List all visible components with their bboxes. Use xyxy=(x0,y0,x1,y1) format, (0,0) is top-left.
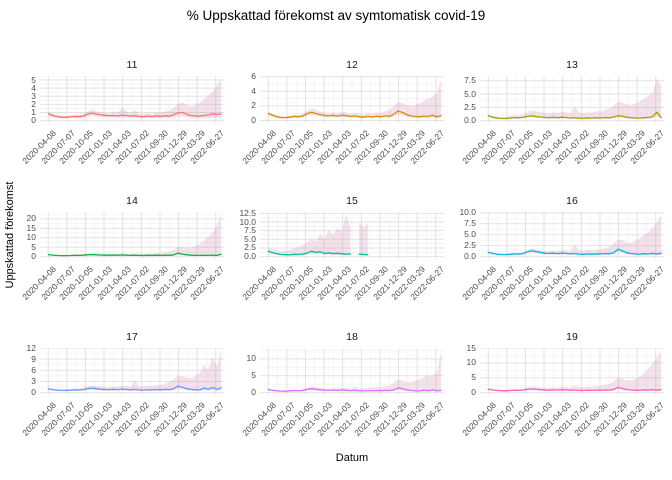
facet-panel-17 xyxy=(40,348,224,395)
y-tick-label: 5.0 xyxy=(464,229,476,240)
y-tick-label: 5.0 xyxy=(244,233,256,244)
x-axis-label: Datum xyxy=(335,452,369,464)
y-tick-label: 2.5 xyxy=(464,240,476,251)
facet-title-18: 18 xyxy=(346,331,358,343)
y-tick-label: 5 xyxy=(31,74,36,85)
confidence-band xyxy=(48,78,222,119)
y-tick-label: 5 xyxy=(251,370,256,381)
confidence-band xyxy=(48,214,222,257)
y-tick-label: 10.0 xyxy=(459,207,476,218)
y-tick-label: 2 xyxy=(251,100,256,111)
y-tick-label: 7.5 xyxy=(464,218,476,229)
y-tick-label: 0 xyxy=(31,115,36,126)
facet-title-14: 14 xyxy=(126,195,138,207)
series-line xyxy=(47,252,222,257)
y-tick-label: 12.5 xyxy=(239,207,256,218)
confidence-band xyxy=(268,214,351,256)
y-tick-label: 4 xyxy=(31,82,36,93)
y-tick-label: 3 xyxy=(31,90,36,101)
series-line xyxy=(267,110,442,119)
facet-title-12: 12 xyxy=(346,59,358,71)
facet-title-15: 15 xyxy=(346,195,358,207)
confidence-band xyxy=(488,78,662,120)
y-tick-label: 0.0 xyxy=(464,251,476,262)
y-tick-label: 9 xyxy=(31,353,36,364)
series-line xyxy=(487,386,662,392)
y-tick-label: 0 xyxy=(251,114,256,125)
y-tick-label: 0 xyxy=(31,251,36,262)
y-tick-label: 2.5 xyxy=(464,101,476,112)
facet-panel-11 xyxy=(40,76,224,123)
y-tick-label: 3 xyxy=(31,375,36,386)
y-tick-label: 0.0 xyxy=(464,115,476,126)
y-tick-label: 7.5 xyxy=(464,75,476,86)
series-line xyxy=(267,387,442,392)
series-line xyxy=(47,385,222,392)
y-tick-label: 1 xyxy=(31,106,36,117)
facet-panel-19 xyxy=(480,348,664,395)
chart-title: % Uppskattad förekomst av symtomatisk co… xyxy=(186,8,486,23)
confidence-band xyxy=(488,350,662,392)
series-line xyxy=(267,250,352,256)
series-line xyxy=(487,111,662,120)
y-tick-label: 2 xyxy=(31,98,36,109)
y-tick-label: 7.5 xyxy=(244,225,256,236)
series-line xyxy=(487,248,662,256)
confidence-band xyxy=(268,350,442,392)
facet-title-16: 16 xyxy=(566,195,578,207)
confidence-band xyxy=(488,214,662,256)
confidence-band xyxy=(48,350,222,392)
facet-title-11: 11 xyxy=(126,59,138,71)
series-line xyxy=(47,111,222,118)
y-tick-label: 15 xyxy=(466,342,476,353)
facet-title-17: 17 xyxy=(126,331,138,343)
y-tick-label: 0 xyxy=(251,387,256,398)
facet-panel-18 xyxy=(260,348,444,395)
y-tick-label: 12 xyxy=(26,342,36,353)
y-tick-label: 0 xyxy=(471,387,476,398)
facet-panel-13 xyxy=(480,76,664,123)
y-tick-label: 5 xyxy=(471,372,476,383)
y-tick-label: 5.0 xyxy=(464,88,476,99)
y-tick-label: 0 xyxy=(31,387,36,398)
y-tick-label: 20 xyxy=(26,213,36,224)
y-tick-label: 5 xyxy=(31,241,36,252)
y-tick-label: 4 xyxy=(251,85,256,96)
y-tick-label: 0.0 xyxy=(244,251,256,262)
facet-panel-16 xyxy=(480,212,664,259)
y-tick-label: 10 xyxy=(246,353,256,364)
series-line xyxy=(358,253,369,256)
y-tick-label: 10.0 xyxy=(239,216,256,227)
facet-title-19: 19 xyxy=(566,331,578,343)
facet-panel-15 xyxy=(260,212,444,259)
facet-panel-14 xyxy=(40,212,224,259)
confidence-band xyxy=(268,79,442,119)
y-tick-label: 10 xyxy=(466,357,476,368)
y-tick-label: 6 xyxy=(31,364,36,375)
facet-title-13: 13 xyxy=(566,59,578,71)
y-tick-label: 6 xyxy=(251,71,256,82)
facet-panel-12 xyxy=(260,76,444,123)
y-tick-label: 2.5 xyxy=(244,242,256,253)
y-tick-label: 15 xyxy=(26,222,36,233)
confidence-band xyxy=(359,222,368,256)
y-tick-label: 10 xyxy=(26,232,36,243)
